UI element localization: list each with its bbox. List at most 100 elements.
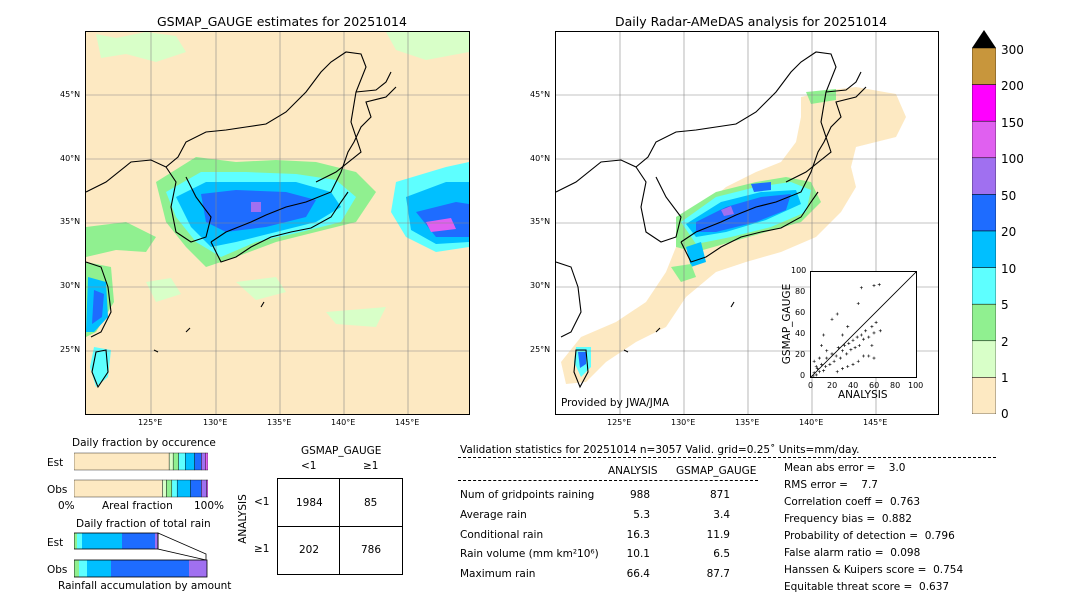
contingency-cell-00: 1984 [296,497,323,509]
total-rain-caption: Rainfall accumulation by amount [58,580,232,592]
left-lon-135: 135°E [267,418,292,427]
scatter-point [835,370,839,374]
colorbar-segment [972,303,996,342]
scatter-point [846,325,850,329]
occurrence-title: Daily fraction by occurence [72,437,216,449]
colorbar-segment [972,84,996,122]
occurrence-segment [74,452,170,471]
contingency-col-ge1: ≥1 [363,460,379,472]
occurrence-segment [201,479,207,498]
scatter-point [859,286,863,290]
right-lon-130: 130°E [671,418,696,427]
scatter-point [825,356,829,360]
scatter-point [877,283,881,287]
stat-label-0: Num of gridpoints raining [460,489,595,501]
occurrence-segment [201,452,206,471]
stat-label-4: Maximum rain [460,568,536,580]
occurrence-segment [176,479,191,498]
scatter-point [820,344,823,347]
scatter-point [859,333,863,337]
scatter-xtick-0: 0 [808,381,814,390]
colorbar [972,30,996,414]
occurrence-row-obs: Obs [47,484,68,496]
score-2: Correlation coeff = 0.763 [784,496,920,508]
occurrence-segment [206,479,208,498]
occurrence-segment [205,452,208,471]
colorbar-tick-300: 300 [1001,43,1024,57]
scatter-point [830,317,834,321]
right-lat-40: 40°N [530,154,551,163]
scatter-point [857,344,861,347]
scatter-point [841,367,844,371]
scatter-diagonal [811,272,916,377]
occurrence-segment [172,452,179,471]
total-rain-row-obs: Obs [47,564,68,576]
scatter-point [847,341,851,345]
scatter-point [864,329,868,333]
scatter-point [815,367,819,371]
colorbar-segment [972,47,996,85]
scatter-point [817,356,821,360]
scatter-point [814,373,818,377]
stat-label-3: Rain volume (mm km²10⁶) [460,548,599,560]
stat-analysis-0: 988 [629,489,650,501]
validation-col-gsmap: GSMAP_GAUGE [676,465,757,477]
contingency-row-ge1: ≥1 [254,543,270,555]
scatter-point [812,359,816,363]
stat-analysis-1: 5.3 [633,509,650,521]
scatter-point [874,320,878,324]
score-7: Equitable threat score = 0.637 [784,581,950,593]
validation-divider-cols [458,480,758,481]
total-rain-obs-bar [74,559,208,578]
stat-gsmap-3: 6.5 [713,548,730,560]
scatter-point [811,374,815,377]
left-lat-40: 40°N [60,154,81,163]
right-lat-35: 35°N [530,217,551,226]
scatter-point [846,365,850,368]
colorbar-segment [972,157,996,195]
stat-gsmap-0: 871 [709,489,730,501]
occurrence-segment [190,479,202,498]
scatter-ytick-60: 60 [795,308,806,317]
score-4: Probability of detection = 0.796 [784,530,955,542]
total-rain-row-est: Est [47,537,64,549]
scatter-point [870,325,874,329]
right-map-title: Daily Radar-AMeDAS analysis for 20251014 [615,14,888,29]
contingency-cell-11: 786 [361,544,382,556]
scatter-point [817,370,821,374]
occurrence-axis-left: 0% [58,500,75,512]
stat-analysis-2: 16.3 [626,529,650,541]
stat-gsmap-1: 3.4 [713,509,730,521]
occurrence-chart [74,452,208,498]
scatter-point [878,329,882,333]
left-lon-140: 140°E [331,418,356,427]
stat-gsmap-2: 11.9 [706,529,730,541]
left-lon-130: 130°E [203,418,228,427]
occurrence-segment [166,479,173,498]
occurrence-row-est: Est [47,457,64,469]
occurrence-svg [74,452,208,498]
left-lat-35: 35°N [60,217,81,226]
colorbar-tick-50: 50 [1001,189,1017,203]
colorbar-tick-10: 10 [1001,262,1017,276]
scatter-point [822,333,826,337]
occurrence-segment [185,452,195,471]
scatter-xtick-40: 40 [848,381,859,390]
right-map-canvas [556,32,938,414]
scatter-point [872,331,876,335]
left-lat-45: 45°N [60,90,81,99]
scatter-xtick-100: 100 [908,381,924,390]
colorbar-tick-2: 2 [1001,335,1009,349]
scatter-point [820,362,823,366]
scatter-point [867,354,871,358]
scatter-ytick-20: 20 [795,350,806,359]
scatter-point [862,354,865,358]
colorbar-tick-5: 5 [1001,298,1009,312]
scatter-point [851,362,855,366]
total-rain-chart [74,532,210,580]
contingency-col-lt1: <1 [301,460,317,472]
colorbar-tick-20: 20 [1001,225,1017,239]
right-lat-25: 25°N [530,345,551,354]
contingency-row-lt1: <1 [254,496,270,508]
occurrence-segment [178,452,186,471]
